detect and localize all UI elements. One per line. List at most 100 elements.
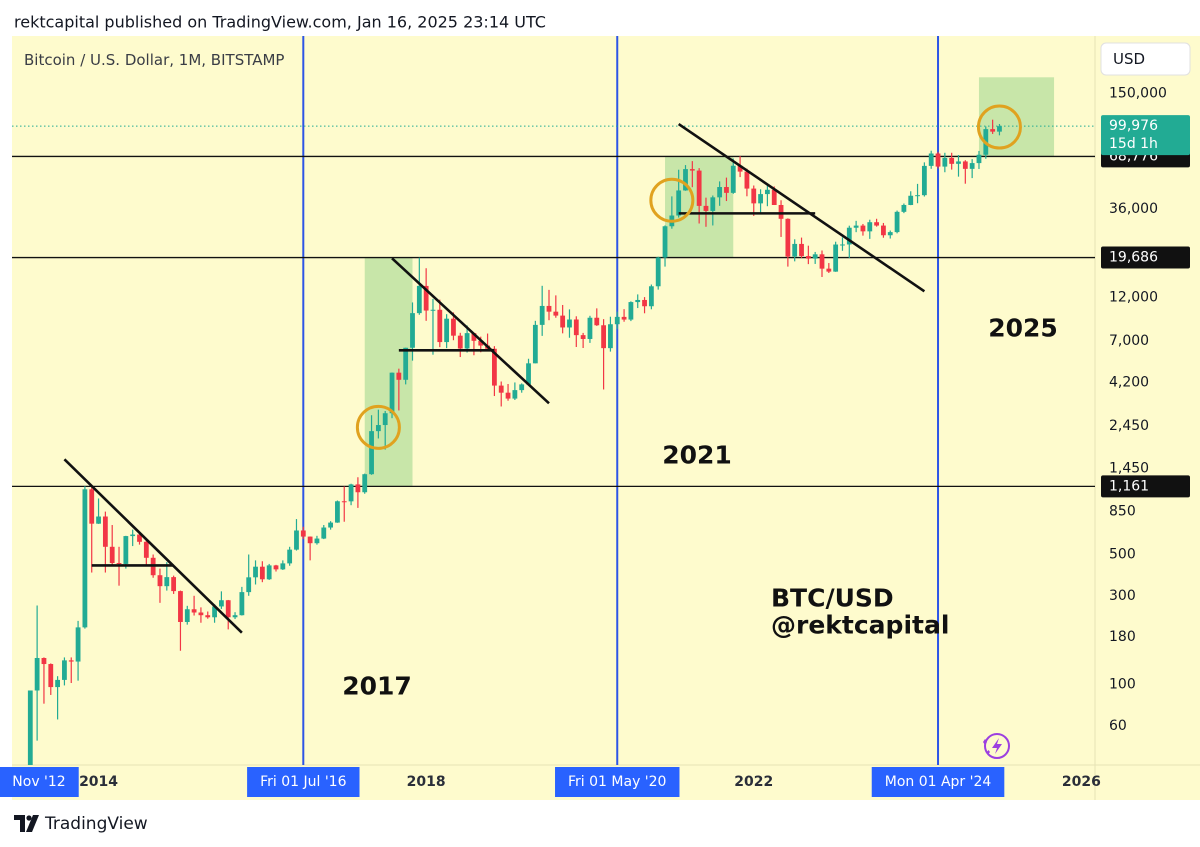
candle-body — [683, 169, 688, 191]
footer-logo — [14, 815, 39, 832]
candle-body — [894, 211, 900, 233]
candle-body — [860, 225, 866, 232]
candle-body — [901, 204, 907, 212]
trendline — [677, 123, 926, 293]
candle-body — [628, 302, 634, 320]
candle-body — [68, 660, 74, 662]
candle-body — [819, 254, 825, 269]
candle-body — [990, 129, 996, 132]
y-tick-label: 150,000 — [1109, 85, 1167, 101]
cycle-date: Fri 01 Jul '16 — [247, 767, 360, 797]
candle-body — [225, 600, 231, 618]
candle-body — [369, 431, 374, 475]
cycle-date: Mon 01 Apr '24 — [871, 767, 1005, 797]
candle-body — [921, 165, 927, 196]
candle-body — [594, 317, 600, 326]
candle-body — [949, 157, 955, 164]
candle-body — [430, 309, 436, 311]
candle-body — [765, 189, 770, 195]
cycle-date-text: Fri 01 Jul '16 — [260, 774, 346, 790]
candle-body — [758, 194, 763, 204]
candle-body — [171, 577, 177, 592]
y-tick-label: 12,000 — [1109, 290, 1158, 306]
candle-body — [34, 657, 40, 691]
candle-body — [546, 305, 552, 312]
candle-body — [512, 390, 518, 399]
highlight-circle — [649, 177, 695, 223]
annotation: 2021 — [662, 441, 732, 470]
candle-body — [792, 243, 798, 257]
symbol-title: Bitcoin / U.S. Dollar, 1M, BITSTAMP — [24, 51, 284, 69]
candle-body — [621, 316, 627, 320]
candle-body — [826, 268, 832, 272]
candle-body — [771, 189, 777, 205]
candle-body — [280, 563, 286, 570]
x-tick-label: 2018 — [407, 774, 446, 790]
candle-body — [840, 244, 845, 246]
candle-body — [635, 299, 641, 303]
candle-body — [355, 484, 361, 493]
candle-body — [696, 170, 702, 206]
candle-body — [962, 161, 968, 169]
candle-body — [246, 577, 252, 593]
candle-body — [184, 609, 190, 622]
candle-body — [505, 392, 511, 399]
cycle-date-text: Fri 01 May '20 — [568, 774, 666, 790]
trendline — [63, 458, 243, 634]
candle-body — [335, 501, 340, 523]
candle-body — [969, 163, 975, 169]
candle-body — [799, 243, 804, 257]
candle-body — [812, 254, 818, 259]
candle-body — [751, 188, 757, 204]
candle-body — [655, 257, 661, 287]
x-tick-label: 2022 — [734, 774, 773, 790]
candle-body — [471, 333, 477, 341]
candle-body — [62, 660, 67, 680]
currency-box[interactable] — [1100, 42, 1191, 76]
candle-body — [492, 348, 497, 386]
countdown-label: 15d 1h — [1109, 136, 1158, 152]
candle-body — [48, 664, 54, 688]
candle-body — [102, 516, 108, 547]
candle-body — [457, 335, 463, 349]
candle-body — [444, 318, 450, 343]
candle-body — [833, 244, 839, 272]
candle-body — [116, 563, 122, 565]
candle-body — [915, 195, 920, 197]
y-tick-label: 36,000 — [1109, 201, 1158, 217]
candle-body — [396, 372, 402, 380]
annotation: BTC/USD — [771, 584, 894, 613]
cycle-date-box — [247, 767, 360, 797]
candle-body — [410, 313, 415, 348]
candle-body — [580, 335, 586, 339]
y-tick-label: 850 — [1109, 504, 1136, 520]
candle-body — [109, 546, 115, 564]
candle-body — [587, 317, 593, 339]
candle-body — [403, 347, 409, 380]
candle-body — [478, 340, 484, 346]
candle-body — [123, 536, 129, 564]
candle-body — [41, 657, 47, 665]
cycle-date-box — [555, 767, 680, 797]
candle-body — [853, 225, 859, 228]
candle-body — [648, 286, 654, 307]
candle-body — [437, 309, 443, 343]
candle-body — [321, 527, 327, 539]
candle-body — [532, 324, 538, 364]
y-tick-label: 100 — [1109, 677, 1136, 693]
candle-body — [423, 285, 429, 311]
candle-body — [55, 679, 60, 688]
candle-body — [908, 195, 914, 205]
candle-body — [519, 384, 525, 391]
candle-body — [710, 197, 716, 211]
level-label-box — [1101, 246, 1190, 269]
candle-body — [219, 600, 224, 607]
candle-body — [266, 565, 272, 580]
candle-body — [137, 534, 142, 542]
currency-label[interactable]: USD — [1113, 50, 1145, 68]
candle-body — [498, 385, 504, 393]
candle-body — [178, 591, 183, 622]
level-label: 1,161 — [1109, 478, 1149, 494]
candle-body — [614, 316, 620, 325]
x-tick-label: 2026 — [1062, 774, 1101, 790]
